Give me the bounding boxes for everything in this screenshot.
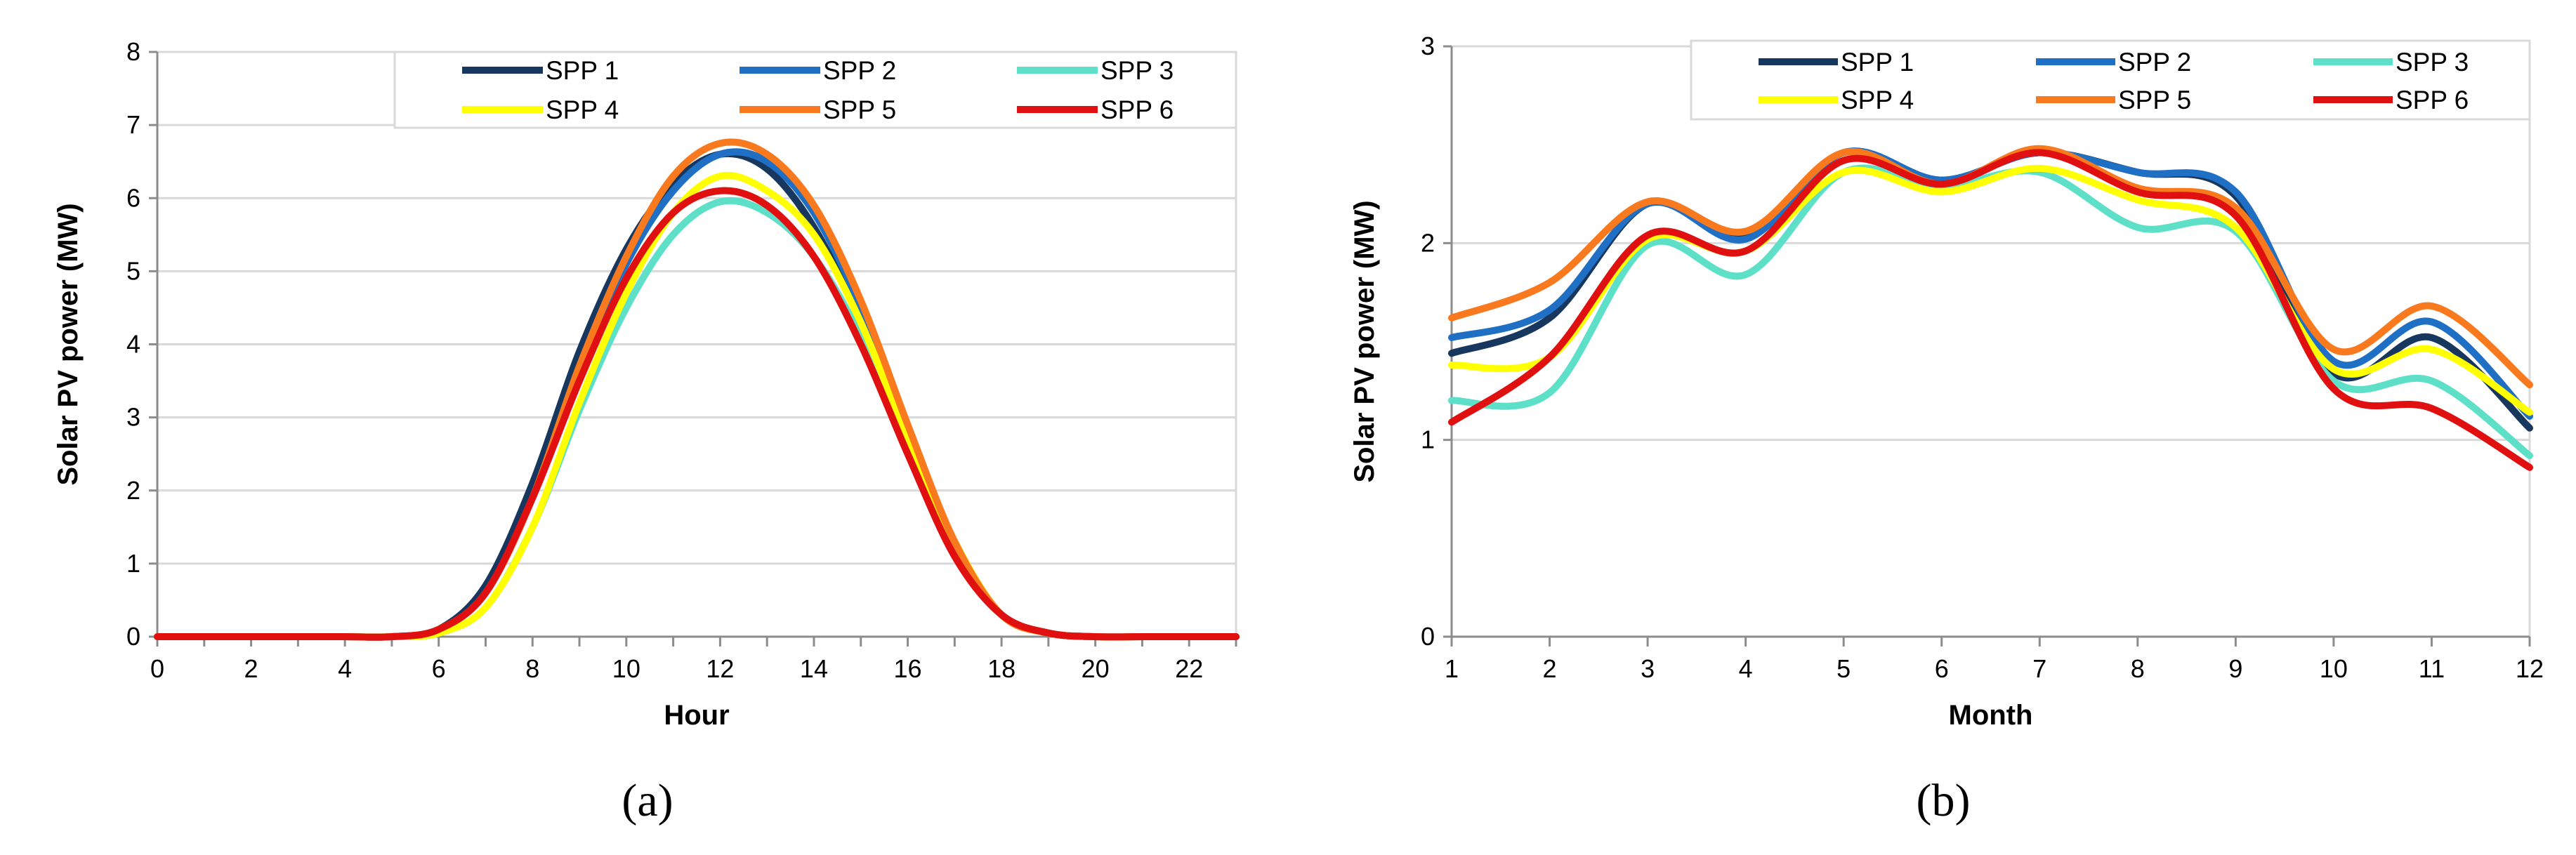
legend-label: SPP 1	[1841, 48, 1914, 77]
y-tick-label: 0	[126, 622, 140, 651]
legend-label: SPP 5	[823, 95, 896, 124]
y-tick-label: 1	[1421, 425, 1435, 454]
x-tick-label: 12	[706, 654, 734, 683]
x-tick-label: 20	[1082, 654, 1110, 683]
legend-label: SPP 3	[1100, 56, 1174, 85]
y-tick-label: 0	[1421, 622, 1435, 651]
x-tick-label: 5	[1836, 654, 1851, 683]
x-tick-label: 16	[893, 654, 921, 683]
y-tick-label: 2	[126, 476, 140, 505]
x-tick-label: 1	[1445, 654, 1459, 683]
y-tick-label: 7	[126, 110, 140, 139]
series-lines	[154, 138, 1240, 641]
y-tick-label: 3	[1421, 32, 1435, 60]
x-tick-label: 8	[2131, 654, 2145, 683]
y-tick-label: 1	[126, 549, 140, 578]
x-tick-label: 4	[1739, 654, 1753, 683]
x-axis-title: Month	[1949, 700, 2033, 731]
series-line-6	[154, 187, 1240, 641]
x-tick-label: 7	[2032, 654, 2046, 683]
legend-label: SPP 4	[546, 95, 619, 124]
legend-label: SPP 4	[1841, 86, 1914, 114]
x-tick-label: 22	[1175, 654, 1203, 683]
x-axis-title: Hour	[664, 700, 729, 731]
x-tick-label: 2	[1543, 654, 1557, 683]
x-tick-label: 10	[612, 654, 640, 683]
panel-label: (a)	[622, 775, 673, 826]
x-tick-label: 8	[525, 654, 539, 683]
legend: SPP 1 SPP 2 SPP 3 SPP 4 SPP 5 SPP 6	[1690, 39, 2531, 121]
y-tick-label: 8	[126, 37, 140, 66]
x-tick-label: 14	[800, 654, 828, 683]
x-tick-label: 0	[150, 654, 164, 683]
x-tick-label: 4	[338, 654, 352, 683]
series-lines	[1448, 145, 2533, 471]
x-tick-label: 18	[987, 654, 1016, 683]
x-tick-label: 6	[432, 654, 446, 683]
legend-label: SPP 1	[546, 56, 619, 85]
x-tick-label: 12	[2516, 654, 2544, 683]
x-tick-label: 11	[2419, 654, 2445, 683]
series-line-6	[1448, 149, 2533, 471]
x-tick-label: 9	[2228, 654, 2242, 683]
legend-label: SPP 5	[2118, 86, 2191, 114]
y-tick-label: 4	[126, 330, 140, 359]
y-axis-title: Solar PV power (MW)	[53, 203, 84, 485]
y-tick-label: 3	[126, 403, 140, 432]
legend-box	[393, 51, 1237, 129]
y-axis-title: Solar PV power (MW)	[1349, 200, 1380, 482]
x-tick-label: 2	[244, 654, 258, 683]
x-tick-label: 3	[1641, 654, 1655, 683]
legend-label: SPP 6	[2396, 86, 2469, 114]
legend: SPP 1 SPP 2 SPP 3 SPP 4 SPP 5 SPP 6	[393, 51, 1237, 129]
y-tick-label: 6	[126, 183, 140, 212]
legend-label: SPP 2	[2118, 48, 2191, 77]
x-tick-label: 6	[1935, 654, 1949, 683]
legend-label: SPP 6	[1100, 95, 1174, 124]
legend-box	[1690, 39, 2531, 121]
y-tick-label: 5	[126, 256, 140, 285]
y-tick-label: 2	[1421, 228, 1435, 257]
panel-label: (b)	[1917, 775, 1971, 826]
x-tick-label: 10	[2320, 654, 2348, 683]
legend-label: SPP 3	[2396, 48, 2469, 77]
legend-label: SPP 2	[823, 56, 896, 85]
